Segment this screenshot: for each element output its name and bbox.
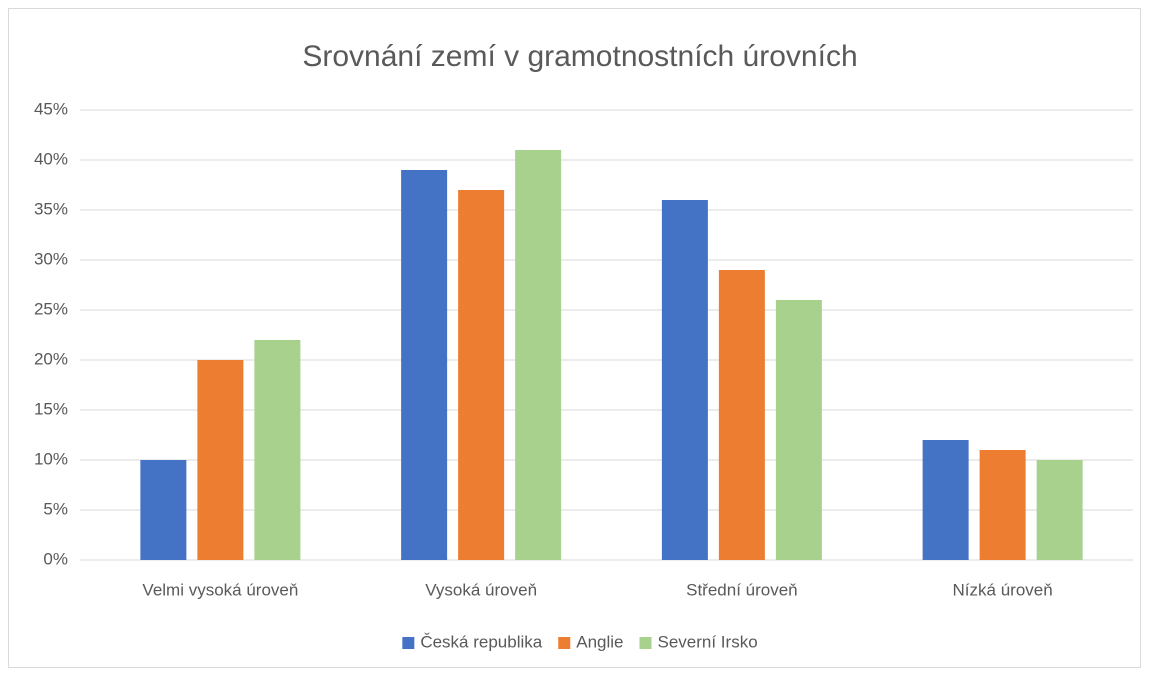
y-tick-label: 40% [34, 149, 68, 168]
y-tick-label: 35% [34, 199, 68, 218]
y-tick-label: 0% [43, 549, 68, 568]
y-tick-label: 10% [34, 449, 68, 468]
y-tick-label: 30% [34, 249, 68, 268]
legend-swatch [639, 637, 652, 649]
bar [979, 450, 1026, 560]
legend-label: Anglie [576, 632, 623, 651]
x-tick-label: Střední úroveň [686, 580, 798, 599]
chart-border [8, 8, 1141, 668]
bar [718, 270, 765, 560]
bar [197, 360, 244, 560]
bar [515, 150, 562, 560]
x-tick-label: Vysoká úroveň [425, 580, 537, 599]
x-tick-label: Nízká úroveň [953, 580, 1053, 599]
bar [1036, 460, 1083, 560]
chart-title: Srovnání zemí v gramotnostních úrovních [302, 40, 857, 73]
legend-swatch [402, 637, 415, 649]
x-tick-label: Velmi vysoká úroveň [142, 580, 298, 599]
bar [254, 340, 301, 560]
bar [661, 200, 708, 560]
y-tick-label: 45% [34, 99, 68, 118]
bar [140, 460, 187, 560]
bar [775, 300, 822, 560]
legend-swatch [558, 637, 571, 649]
y-tick-label: 15% [34, 399, 68, 418]
legend-label: Česká republika [420, 632, 542, 651]
y-tick-label: 20% [34, 349, 68, 368]
bar [458, 190, 505, 560]
bar [922, 440, 969, 560]
bar [401, 170, 448, 560]
y-tick-label: 5% [43, 499, 68, 518]
y-tick-label: 25% [34, 299, 68, 318]
legend-label: Severní Irsko [658, 632, 758, 651]
